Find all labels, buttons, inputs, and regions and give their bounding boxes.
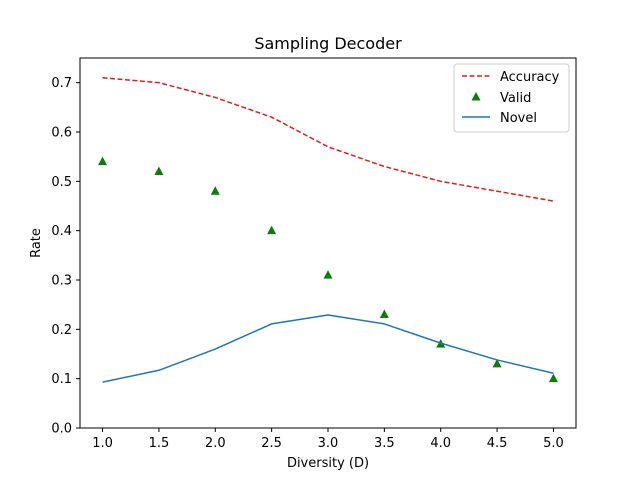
valid-point [379, 309, 389, 319]
y-tick-label: 0.1 [51, 372, 72, 387]
x-tick-label: 2.5 [261, 436, 282, 451]
valid-point [98, 156, 108, 166]
x-tick-label: 5.0 [543, 436, 564, 451]
y-axis-ticks: 0.0 0.1 0.2 0.3 0.4 0.5 0.6 0.7 [51, 76, 80, 437]
valid-point [323, 270, 333, 279]
y-tick-label: 0.5 [51, 175, 72, 190]
legend-valid-label: Valid [500, 91, 531, 106]
novel-line [102, 314, 554, 383]
y-tick-label: 0.4 [51, 224, 72, 239]
legend-box [453, 63, 570, 133]
y-tick-label: 0.6 [51, 126, 72, 141]
chart-title: Sampling Decoder [254, 34, 402, 53]
legend-valid-swatch [471, 92, 481, 101]
y-axis-label: Rate [29, 228, 44, 258]
legend-novel-label: Novel [500, 111, 537, 126]
valid-point [154, 166, 164, 175]
valid-point [267, 225, 277, 235]
x-tick-label: 4.0 [430, 436, 451, 451]
x-tick-label: 3.5 [374, 436, 395, 451]
legend: Accuracy Valid Novel [453, 63, 570, 133]
valid-point [492, 358, 502, 368]
y-tick-label: 0.7 [51, 76, 72, 91]
valid-point [210, 186, 220, 195]
x-tick-label: 1.0 [92, 436, 113, 451]
plot-area [98, 76, 558, 383]
x-axis-label: Diversity (D) [287, 456, 369, 471]
y-tick-label: 0.2 [51, 323, 72, 338]
accuracy-line [102, 76, 554, 202]
legend-accuracy-label: Accuracy [500, 70, 560, 85]
y-tick-label: 0.3 [51, 274, 72, 289]
y-tick-label: 0.0 [51, 422, 72, 437]
x-axis-ticks: 1.0 1.5 2.0 2.5 3.0 3.5 4.0 4.5 5.0 [92, 428, 564, 451]
valid-point [548, 373, 558, 383]
x-tick-label: 1.5 [149, 436, 170, 451]
x-tick-label: 4.5 [487, 436, 508, 451]
x-tick-label: 3.0 [318, 436, 339, 451]
x-tick-label: 2.0 [205, 436, 226, 451]
